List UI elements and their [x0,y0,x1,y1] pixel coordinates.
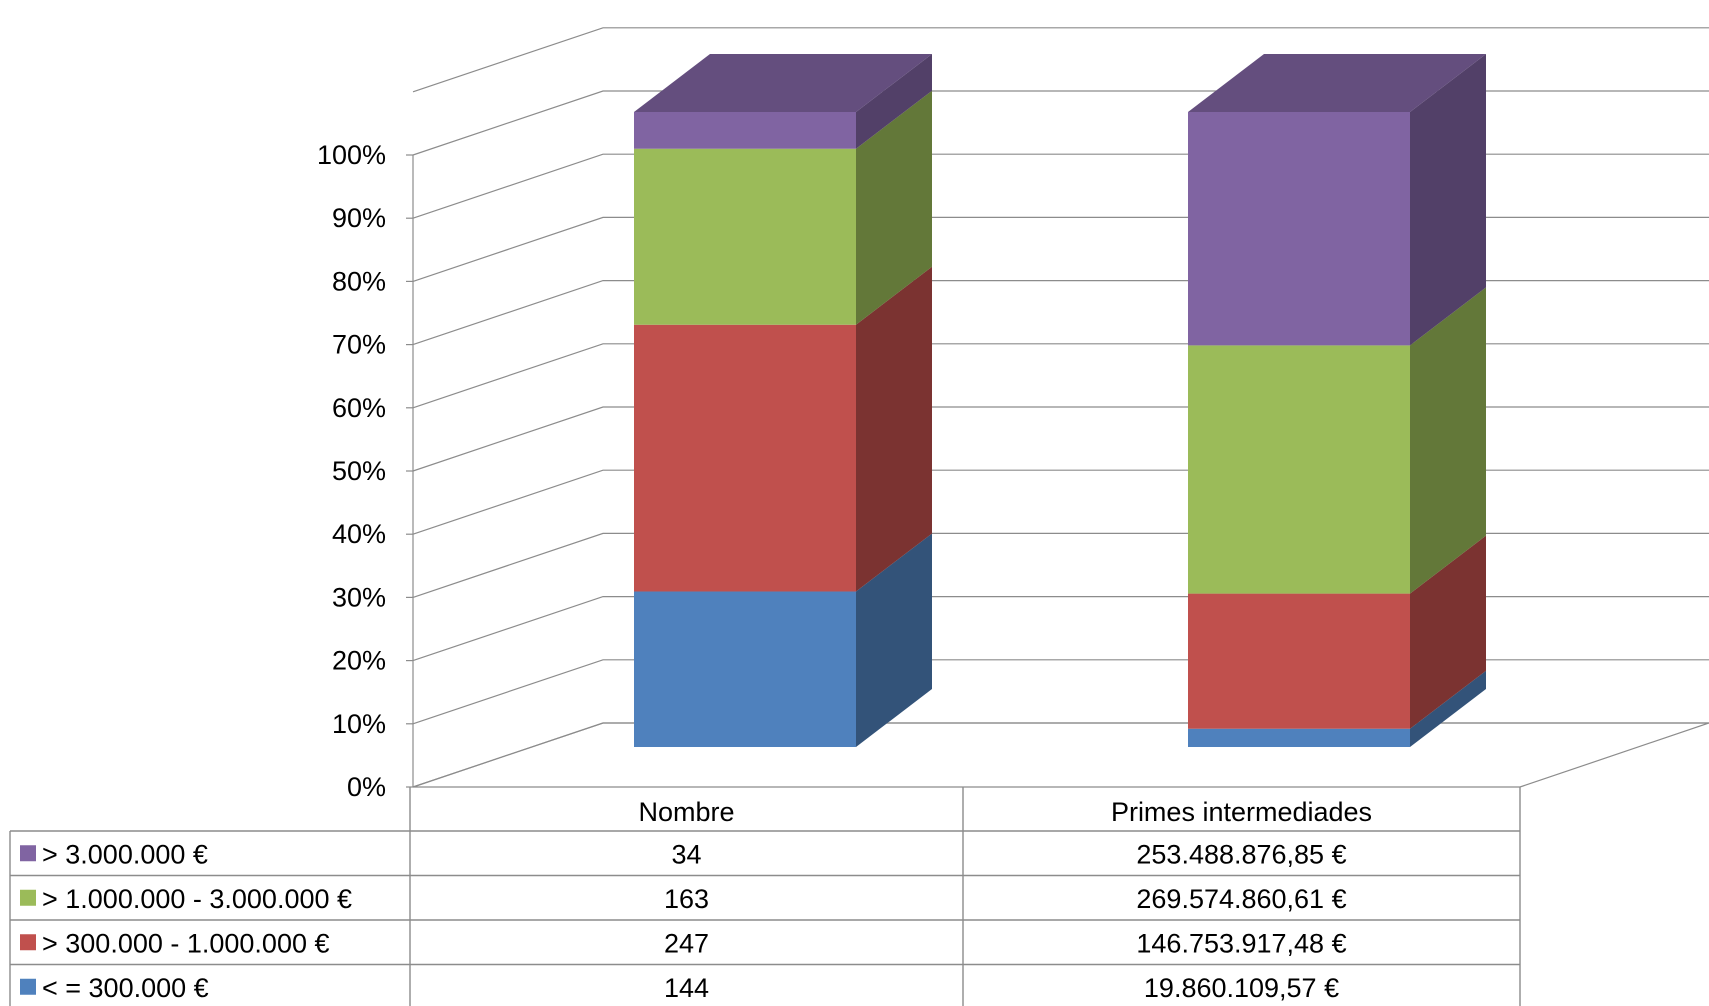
legend-entry: > 300.000 - 1.000.000 € [42,928,330,958]
y-tick-label: 20% [332,646,386,676]
bar-segment [1188,593,1410,729]
chart-walls [412,155,1709,788]
legend-swatch [20,978,36,995]
gridline [412,216,1709,282]
bar-segment [1188,728,1410,747]
table-cell: 253.488.876,85 € [1136,839,1346,869]
gridline [412,153,1709,219]
y-tick-label: 100% [317,140,386,170]
gridline [412,343,1709,409]
gridline [412,27,1709,93]
legend-swatch [20,845,36,862]
table-column-header: Primes intermediades [1111,797,1372,827]
gridline [412,595,1709,662]
y-tick-label: 90% [332,203,386,233]
legend-entry: < = 300.000 € [42,973,209,1003]
bar-segment-side [1410,287,1486,594]
y-tick-label: 40% [332,519,386,549]
bar-top-face [1188,54,1486,112]
bar-segment [634,148,856,325]
table-cell: 34 [671,839,701,869]
table-cell: 269.574.860,61 € [1136,884,1346,914]
y-tick-label: 0% [347,772,386,802]
table-column-header: Nombre [638,797,734,827]
bar-segment-side [1410,54,1486,346]
bar-top-face [634,54,932,112]
y-tick-label: 10% [332,709,386,739]
bar-segment [1188,112,1410,346]
y-tick-label: 70% [332,330,386,360]
bar-segment [634,324,856,592]
bar-segment [1188,345,1410,594]
data-table: Nombre Primes intermediades > 3.000.000 € 3… [9,787,1521,1006]
table-cell: 146.753.917,48 € [1136,928,1346,958]
gridline [412,90,1709,156]
y-tick-label: 50% [332,456,386,486]
gridline [412,532,1709,598]
y-tick-label: 30% [332,582,386,612]
bars [634,54,1486,747]
bar-segment-side [1410,670,1486,747]
floor-outline [412,722,1709,788]
y-tick-label: 80% [332,266,386,296]
gridline [412,722,1709,788]
table-cell: 163 [664,884,709,914]
legend-entry: > 1.000.000 - 3.000.000 € [42,884,352,914]
bar-segment-side [856,533,932,747]
y-axis-tick-labels: 0% 10% 20% 30% 40% 50% 60% 70% 80% 90% 100% [317,140,386,802]
gridlines [406,27,1709,788]
gridline [412,469,1709,535]
bar-segment-side [856,90,932,325]
y-tick-label: 60% [332,393,386,423]
legend-swatch [20,889,36,906]
table-cell: 144 [664,973,709,1003]
gridline [412,406,1709,472]
table-cell: 19.860.109,57 € [1144,973,1339,1003]
bar-segment [634,591,856,747]
legend-swatch [20,934,36,951]
gridline [412,659,1709,725]
bar-segment-side [856,266,932,592]
bar-segment-side [1410,535,1486,729]
gridline [412,280,1709,346]
bar-segment-side [856,54,932,149]
table-cell: 247 [664,928,709,958]
legend-entry: > 3.000.000 € [42,839,208,869]
bar-segment [634,112,856,149]
